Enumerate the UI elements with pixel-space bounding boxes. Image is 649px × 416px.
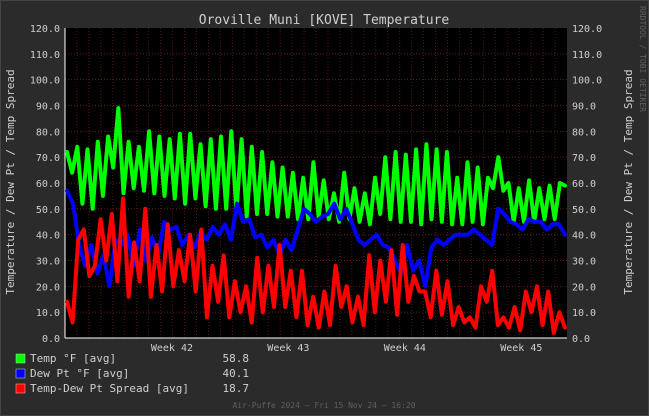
temp-series-line xyxy=(65,106,567,227)
y-tick-label-right: 110.0 xyxy=(572,50,602,61)
series-lines xyxy=(65,106,567,335)
legend-swatch xyxy=(15,353,26,364)
y-tick-label: 120.0 xyxy=(30,24,60,35)
y-tick-label: 20.0 xyxy=(36,282,60,293)
y-tick-label: 60.0 xyxy=(36,179,60,190)
x-tick-label: Week 45 xyxy=(500,343,542,354)
chart-title: Oroville Muni [KOVE] Temperature xyxy=(199,13,450,28)
y-tick-label: 90.0 xyxy=(36,102,60,113)
legend-value: 18.7 xyxy=(223,382,250,395)
spread-series-line xyxy=(65,196,567,335)
legend-swatch xyxy=(15,383,26,394)
y-tick-label-right: 80.0 xyxy=(572,127,596,138)
y-tick-label-right: 10.0 xyxy=(572,308,596,319)
y-tick-label: 110.0 xyxy=(30,50,60,61)
legend-value: 40.1 xyxy=(223,367,250,380)
y-tick-label-right: 30.0 xyxy=(572,257,596,268)
y-tick-label-right: 50.0 xyxy=(572,205,596,216)
y-tick-label-right: 100.0 xyxy=(572,76,602,87)
y-tick-label-right: 40.0 xyxy=(572,231,596,242)
legend-label: Temp-Dew Pt Spread [avg] xyxy=(30,382,189,395)
y-tick-label: 40.0 xyxy=(36,231,60,242)
y-tick-label: 100.0 xyxy=(30,76,60,87)
y-axis-label-left: Temperature / Dew Pt / Temp Spread xyxy=(4,69,17,294)
rrdtool-watermark: RRDTOOL / TOBI OETIKER xyxy=(638,6,647,112)
legend-label: Dew Pt °F [avg] xyxy=(30,367,129,380)
y-axis-label-right: Temperature / Dew Pt / Temp Spread xyxy=(622,69,635,294)
x-tick-label: Week 44 xyxy=(384,343,426,354)
y-tick-label-right: 120.0 xyxy=(572,24,602,35)
y-tick-label-right: 70.0 xyxy=(572,153,596,164)
y-tick-label: 0.0 xyxy=(42,334,60,345)
y-tick-label: 70.0 xyxy=(36,153,60,164)
y-tick-label: 80.0 xyxy=(36,127,60,138)
legend-label: Temp °F [avg] xyxy=(30,352,116,365)
legend-swatch xyxy=(15,368,26,379)
y-tick-label-right: 20.0 xyxy=(572,282,596,293)
x-tick-labels: Week 42 Week 43 Week 44 Week 45 xyxy=(151,343,543,354)
x-tick-label: Week 42 xyxy=(151,343,193,354)
x-tick-label: Week 43 xyxy=(267,343,309,354)
y-tick-label: 10.0 xyxy=(36,308,60,319)
y-tick-label-right: 60.0 xyxy=(572,179,596,190)
y-tick-labels: 0.0 0.0 10.0 10.0 20.0 20.0 30.0 30.0 40.0 40.0 50… xyxy=(30,24,602,345)
y-tick-label-right: 90.0 xyxy=(572,102,596,113)
y-tick-label-right: 0.0 xyxy=(572,334,590,345)
dewpoint-series-line xyxy=(65,188,567,289)
legend: Temp °F [avg] 58.8 Dew Pt °F [avg] 40.1 Temp… xyxy=(15,352,250,395)
y-tick-label: 30.0 xyxy=(36,257,60,268)
legend-value: 58.8 xyxy=(223,352,250,365)
y-tick-label: 50.0 xyxy=(36,205,60,216)
footer-text: Air-Puffe 2024 – Fri 15 Nov 24 – 16:20 xyxy=(232,401,415,410)
